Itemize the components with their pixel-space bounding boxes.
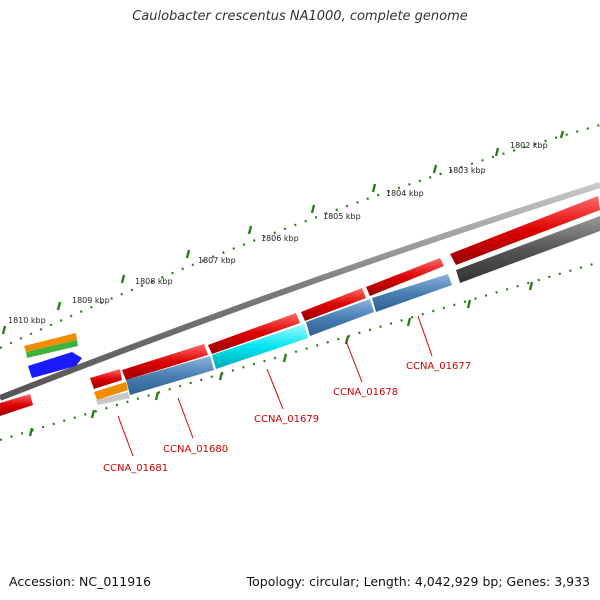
scale-label: 1808 kbp: [135, 277, 173, 286]
gene-arrow: [94, 382, 128, 400]
scale-label: 1802 kbp: [510, 141, 548, 150]
gene-arrow: [366, 258, 444, 296]
gene-arrow: [306, 299, 374, 336]
inner-major-ticks: [28, 281, 534, 437]
gene-arrow: [372, 274, 452, 312]
scale-label: 1810 kbp: [8, 316, 46, 325]
gene-arrow: [450, 196, 600, 265]
gene-arrow: [122, 344, 208, 380]
genome-backbone: [0, 182, 600, 401]
genome-summary-text: Topology: circular; Length: 4,042,929 bp…: [246, 574, 590, 589]
map-title: Caulobacter crescentus NA1000, complete …: [132, 9, 468, 24]
label-leaders: [117, 315, 433, 457]
gene-arrow: [90, 369, 122, 389]
scale-label: 1804 kbp: [386, 189, 424, 198]
gene-arrow: [208, 313, 300, 354]
gene-label[interactable]: CCNA_01677: [406, 361, 471, 372]
inner-tick-ring: [0, 260, 600, 442]
gene-arrow: [0, 394, 33, 416]
scale-label: 1805 kbp: [323, 212, 361, 221]
gene-label[interactable]: CCNA_01681: [103, 463, 168, 474]
scale-label: 1806 kbp: [261, 234, 299, 243]
forward-genes: [0, 196, 600, 416]
reverse-genes: [94, 216, 600, 405]
scale-label: 1807 kbp: [198, 256, 236, 265]
gene-label[interactable]: CCNA_01678: [333, 387, 398, 398]
accession-text: Accession: NC_011916: [9, 574, 152, 589]
major-ticks: [1, 130, 565, 335]
feature-tracks: [24, 333, 82, 378]
scale-label: 1809 kbp: [72, 296, 110, 305]
gene-arrow: [96, 392, 130, 405]
gene-arrow: [212, 324, 308, 369]
scale-label: 1803 kbp: [448, 166, 486, 175]
gene-arrow: [301, 288, 366, 321]
gene-label[interactable]: CCNA_01680: [163, 444, 228, 455]
gene-arrow: [126, 356, 214, 395]
gene-label[interactable]: CCNA_01679: [254, 414, 319, 425]
gene-arrow: [456, 216, 600, 283]
